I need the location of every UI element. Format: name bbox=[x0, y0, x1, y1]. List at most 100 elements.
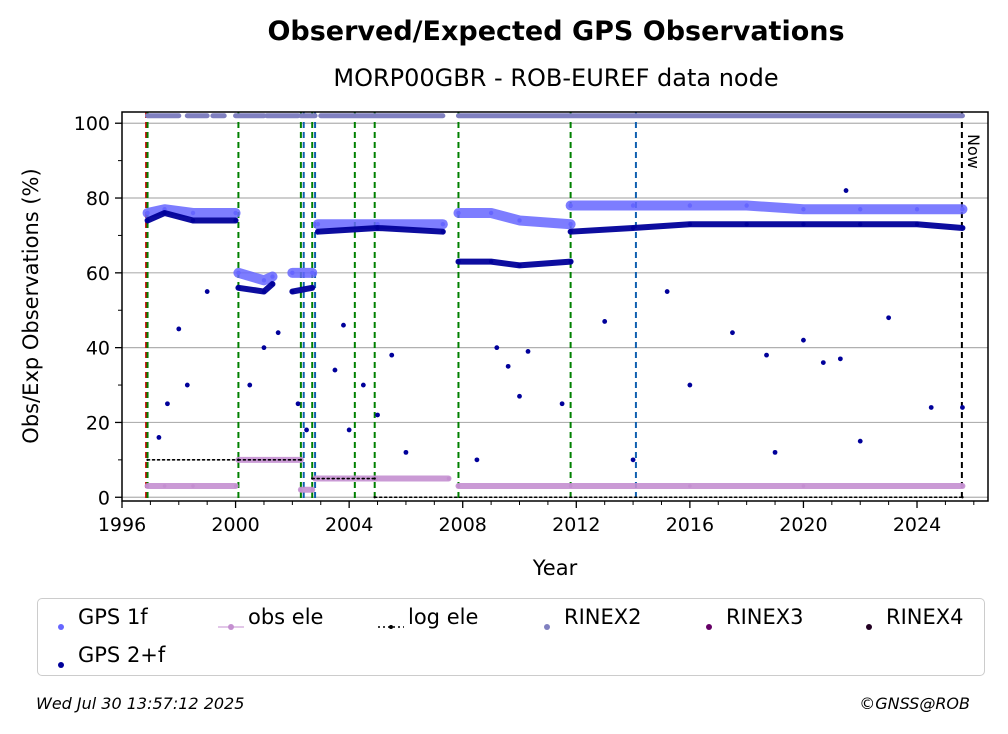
series-1-outlier-23 bbox=[602, 319, 608, 324]
series-1-outlier-24 bbox=[630, 457, 636, 463]
series-2-point bbox=[162, 484, 167, 488]
y-axis-label: Obs/Exp Observations (%) bbox=[19, 168, 43, 443]
series-1-outlier-8 bbox=[295, 401, 301, 407]
series-1-outlier-32 bbox=[837, 356, 843, 362]
series-2-point bbox=[233, 484, 238, 488]
series-1-outlier-13 bbox=[360, 382, 366, 388]
series-1-segment-0 bbox=[144, 209, 239, 224]
series-1-outlier-10 bbox=[332, 367, 338, 373]
series-3-point bbox=[237, 458, 240, 462]
series-1-point bbox=[687, 222, 693, 227]
series-1-outlier-25 bbox=[664, 289, 670, 294]
x-axis-label: Year bbox=[532, 556, 578, 580]
series-1-outlier-27 bbox=[730, 330, 735, 336]
series-1-outlier-17 bbox=[474, 457, 480, 463]
series-4-point bbox=[456, 113, 461, 118]
series-0-segment-0 bbox=[142, 204, 241, 218]
series-2-point bbox=[191, 484, 195, 488]
series-1-point bbox=[236, 285, 241, 290]
series-2-point bbox=[313, 476, 317, 481]
series-1-point bbox=[517, 263, 522, 268]
chart-plot: 0 20 40 60 80 100 1996 2000 2004 2008 2012 2016 2020… bbox=[19, 111, 989, 580]
series-2-point bbox=[310, 487, 315, 492]
x-tick-label-2008: 2008 bbox=[439, 514, 487, 536]
series-0 bbox=[142, 200, 968, 286]
x-tick-label-2024: 2024 bbox=[893, 514, 941, 536]
series-0-point bbox=[456, 210, 461, 216]
series-0-point bbox=[630, 203, 636, 208]
series-2-point bbox=[688, 484, 692, 488]
series-3 bbox=[146, 458, 964, 499]
series-3-point bbox=[299, 458, 303, 462]
series-0-point bbox=[261, 278, 267, 283]
series-1-outlier-19 bbox=[505, 363, 511, 369]
series-0-segment-1 bbox=[233, 267, 278, 286]
x-tick-label-2020: 2020 bbox=[779, 514, 827, 536]
series-1-point bbox=[145, 218, 150, 223]
legend-marker-gps1f bbox=[48, 613, 74, 630]
series-1-outlier-18 bbox=[494, 345, 500, 351]
series-0-point bbox=[687, 203, 693, 208]
chart-title: Observed/Expected GPS Observations bbox=[267, 16, 845, 47]
series-1-segment-4 bbox=[455, 258, 574, 269]
series-0-point bbox=[310, 270, 315, 276]
series-1-outlier-12 bbox=[346, 427, 352, 433]
legend-marker-gps2f bbox=[48, 651, 74, 668]
series-0-point bbox=[744, 203, 749, 208]
series-4-point bbox=[313, 113, 318, 118]
series-1-outlier-15 bbox=[389, 352, 395, 358]
series-1-outlier-3 bbox=[184, 382, 190, 388]
series-3-point bbox=[961, 496, 964, 499]
y-tick-label-60: 60 bbox=[86, 263, 110, 285]
series-1-segment-1 bbox=[235, 281, 276, 295]
footer-credit: ©GNSS@ROB bbox=[859, 694, 970, 713]
chart-subtitle: MORP00GBR - ROB-EUREF data node bbox=[333, 64, 779, 92]
series-4-point bbox=[233, 113, 238, 118]
legend-item-rinex3: RINEX3 bbox=[696, 605, 804, 630]
series-0-segment-4 bbox=[453, 207, 576, 230]
series-1-outlier-11 bbox=[341, 322, 346, 328]
series-1-point bbox=[440, 229, 446, 234]
legend-marker-log-ele bbox=[378, 613, 404, 629]
series-4-point bbox=[318, 113, 323, 118]
series-1-point bbox=[858, 222, 863, 227]
y-tick-label-100: 100 bbox=[74, 113, 110, 135]
series-0-point bbox=[145, 210, 150, 216]
series-0-point bbox=[568, 203, 573, 208]
series-1-point bbox=[162, 210, 167, 216]
series-1-point bbox=[568, 259, 573, 264]
x-tick-label-2004: 2004 bbox=[325, 514, 373, 536]
series-0-point bbox=[801, 207, 806, 212]
series-1-outlier-1 bbox=[165, 401, 170, 407]
series-2 bbox=[144, 456, 966, 493]
legend-marker-rinex4 bbox=[856, 613, 882, 630]
series-1-point bbox=[960, 225, 965, 231]
series-4-point bbox=[185, 113, 190, 118]
series-0-point bbox=[914, 207, 920, 212]
series-1-segment-2 bbox=[289, 284, 316, 295]
series-4-point bbox=[205, 113, 210, 118]
series-1-outlier-30 bbox=[801, 337, 806, 343]
series-0-point bbox=[233, 210, 238, 216]
series-1-outlier-22 bbox=[559, 401, 565, 407]
series-0-point bbox=[290, 270, 295, 276]
series-1 bbox=[144, 188, 966, 463]
series-0-point bbox=[858, 207, 863, 212]
series-1-outlier-34 bbox=[857, 438, 863, 444]
series-4-point bbox=[298, 113, 303, 118]
series-1-outlier-9 bbox=[304, 427, 309, 433]
legend-marker-rinex3 bbox=[696, 613, 722, 630]
legend-item-obs-ele: obs ele bbox=[218, 605, 323, 630]
series-1-outlier-28 bbox=[764, 352, 769, 358]
series-4-point bbox=[264, 113, 269, 118]
series-1-point bbox=[801, 222, 806, 227]
series-1-outlier-14 bbox=[375, 412, 380, 418]
series-1-outlier-20 bbox=[517, 393, 522, 399]
series-2-point bbox=[960, 484, 965, 488]
series-2-point bbox=[299, 487, 303, 492]
x-tick-label-1996: 1996 bbox=[98, 514, 146, 536]
plot-frame bbox=[121, 111, 989, 502]
series-1-outlier-5 bbox=[247, 382, 253, 388]
series-4-point bbox=[960, 113, 965, 118]
series-1-outlier-4 bbox=[204, 289, 210, 294]
